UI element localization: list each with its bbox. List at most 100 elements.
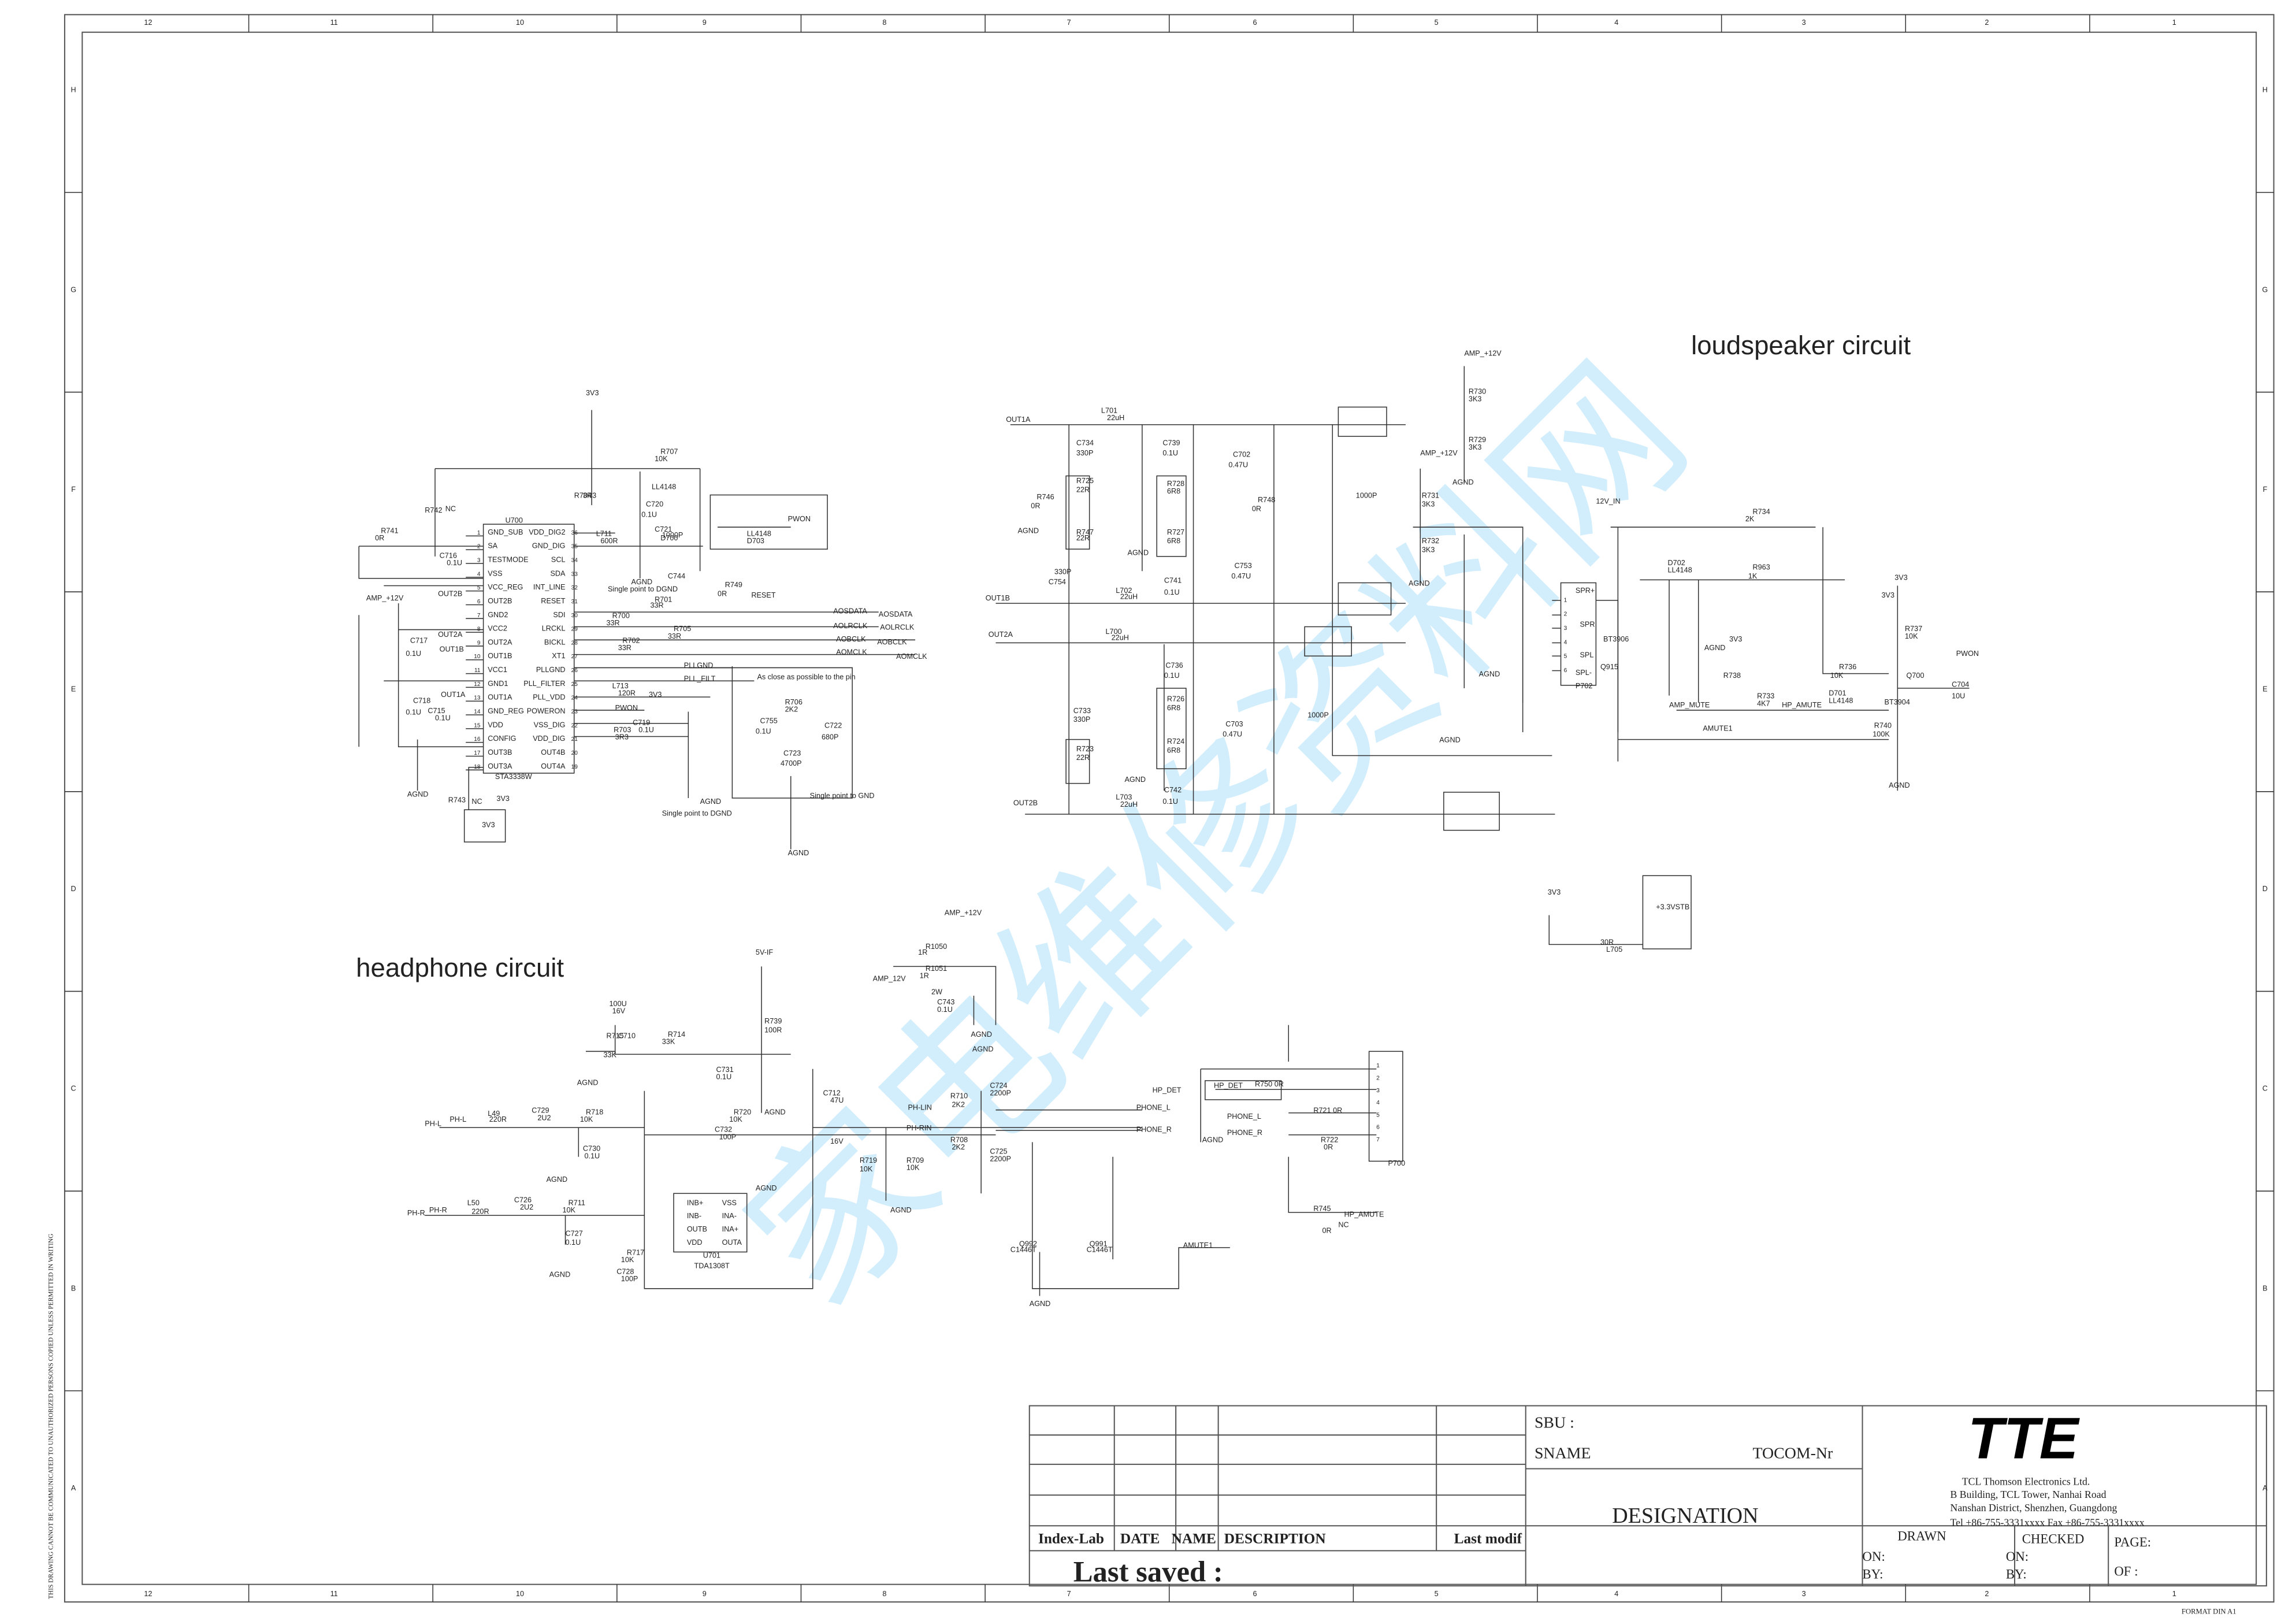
title-block-text: SNAME (1535, 1445, 1591, 1463)
component-label: AGND (1017, 526, 1039, 535)
component-label: R733 (1757, 692, 1774, 700)
component-label: AMP_MUTE (1669, 701, 1710, 709)
pin-number: 23 (571, 709, 578, 715)
pin-number: 11 (474, 667, 481, 674)
component-label: C722 (824, 721, 842, 729)
component-label: 0.1U (937, 1006, 953, 1014)
pin-name: OUT4B (541, 748, 565, 756)
component-label: PH-L (449, 1115, 466, 1123)
pin-name: PLL_FILTER (523, 680, 565, 688)
component-label: L711 (596, 529, 612, 537)
component-label: R703 (614, 726, 631, 734)
pin-number: 19 (571, 764, 578, 770)
component-label: Q700 (1907, 672, 1925, 680)
component-label: C724 (990, 1082, 1007, 1090)
component-label: R741 (381, 526, 398, 535)
title-block-text: TOCOM-Nr (1752, 1445, 1833, 1463)
component-label: SPR (1580, 620, 1595, 628)
component-label: Q915 (1600, 663, 1618, 671)
pin-number: 33 (571, 571, 578, 577)
pin-number: 25 (571, 681, 578, 688)
title-block-text: DESIGNATION (1612, 1504, 1758, 1528)
component-label: AGND (756, 1184, 777, 1192)
component-label: 10K (580, 1115, 593, 1123)
component-label: D701 (1829, 689, 1846, 698)
wire (893, 966, 997, 1025)
column-number: 12 (144, 1590, 152, 1598)
component-label: R717 (627, 1249, 644, 1257)
pin-number: 5 (1376, 1112, 1380, 1118)
component-label: C720 (646, 500, 663, 509)
title-block-text: PAGE: (2114, 1535, 2151, 1549)
component-label: AGND (1409, 580, 1430, 588)
component-box (673, 1193, 748, 1253)
component-label: 10K (860, 1165, 873, 1173)
component-label: 2K (1745, 515, 1755, 523)
row-letter: D (71, 885, 76, 893)
component-label: OUT1A (441, 691, 466, 699)
title-block-text: Tel +86-755-3331xxxx Fax +86-755-3331xxx… (1951, 1516, 2145, 1528)
component-label: C732 (715, 1126, 732, 1134)
component-label: C729 (532, 1107, 549, 1115)
row-letter: G (70, 285, 76, 294)
component-label: 3V3 (1881, 591, 1894, 599)
component-box (482, 524, 575, 774)
column-number: 2 (1985, 18, 1989, 27)
component-label: 680P (822, 733, 839, 741)
component-label: L49 (488, 1110, 500, 1118)
component-label: R725 (1076, 477, 1094, 485)
component-label: 0R (718, 589, 727, 598)
component-label: 10K (621, 1256, 634, 1264)
component-label: AOLRCLK (880, 624, 915, 632)
wire (397, 603, 484, 748)
component-label: AMP_+12V (1464, 350, 1502, 358)
component-label: 10K (655, 455, 668, 463)
pin-name: VDD_DIG (533, 735, 565, 743)
component-label: 2K2 (785, 705, 798, 713)
pin-number: 22 (571, 722, 578, 729)
pin-number: 4 (477, 571, 481, 577)
component-label: R729 (1469, 436, 1486, 444)
component-label: C1446T (1010, 1245, 1036, 1253)
pin-number: 2 (477, 544, 481, 550)
component-label: R722 (1321, 1136, 1338, 1144)
component-label: 2U2 (520, 1203, 533, 1211)
component-label: R745 (1313, 1205, 1331, 1213)
wires (64, 14, 2274, 1603)
component-label: R742 (425, 506, 442, 514)
component-label: AOMCLK (896, 652, 927, 661)
pin-name: OUT3A (488, 762, 512, 770)
component-label: C744 (668, 572, 685, 580)
pin-name: GND1 (488, 680, 508, 688)
component-label: 30R (1600, 938, 1614, 946)
title-block-text: NAME (1172, 1531, 1216, 1547)
component-label: 3V3 (586, 389, 599, 397)
pin-number: 34 (571, 558, 578, 564)
component-label: OUT1A (1006, 416, 1031, 424)
component-label: 4700P (781, 759, 802, 767)
component-label: 3V3 (1548, 888, 1561, 896)
component-label: R701 (655, 595, 672, 603)
component-label: AGND (547, 1175, 568, 1184)
component-label: D703 (747, 537, 764, 545)
component-label: 10K (729, 1115, 742, 1123)
component-label: C725 (990, 1148, 1007, 1156)
title-block-text: DESCRIPTION (1224, 1531, 1326, 1547)
component-label: 3R3 (583, 492, 596, 500)
wire (644, 1069, 813, 1289)
component-label: 1R (920, 972, 929, 980)
component-label: 0.1U (406, 650, 421, 658)
component-label: R700 (612, 611, 630, 620)
component-label: C704 (1952, 680, 1969, 688)
pin-name: SA (488, 542, 497, 550)
component-label: AGND (1479, 670, 1500, 678)
pin-number: 1 (1376, 1063, 1380, 1069)
pin-name: VCC1 (488, 666, 507, 674)
component-label: C734 (1076, 439, 1094, 447)
pin-number: 8 (477, 626, 481, 633)
pin-name: INT_LINE (533, 583, 566, 591)
component-label: +3.3VSTB (1656, 903, 1689, 911)
wire (1032, 1142, 1230, 1289)
row-letter: H (2262, 86, 2268, 94)
pin-number: 1 (1564, 597, 1567, 603)
